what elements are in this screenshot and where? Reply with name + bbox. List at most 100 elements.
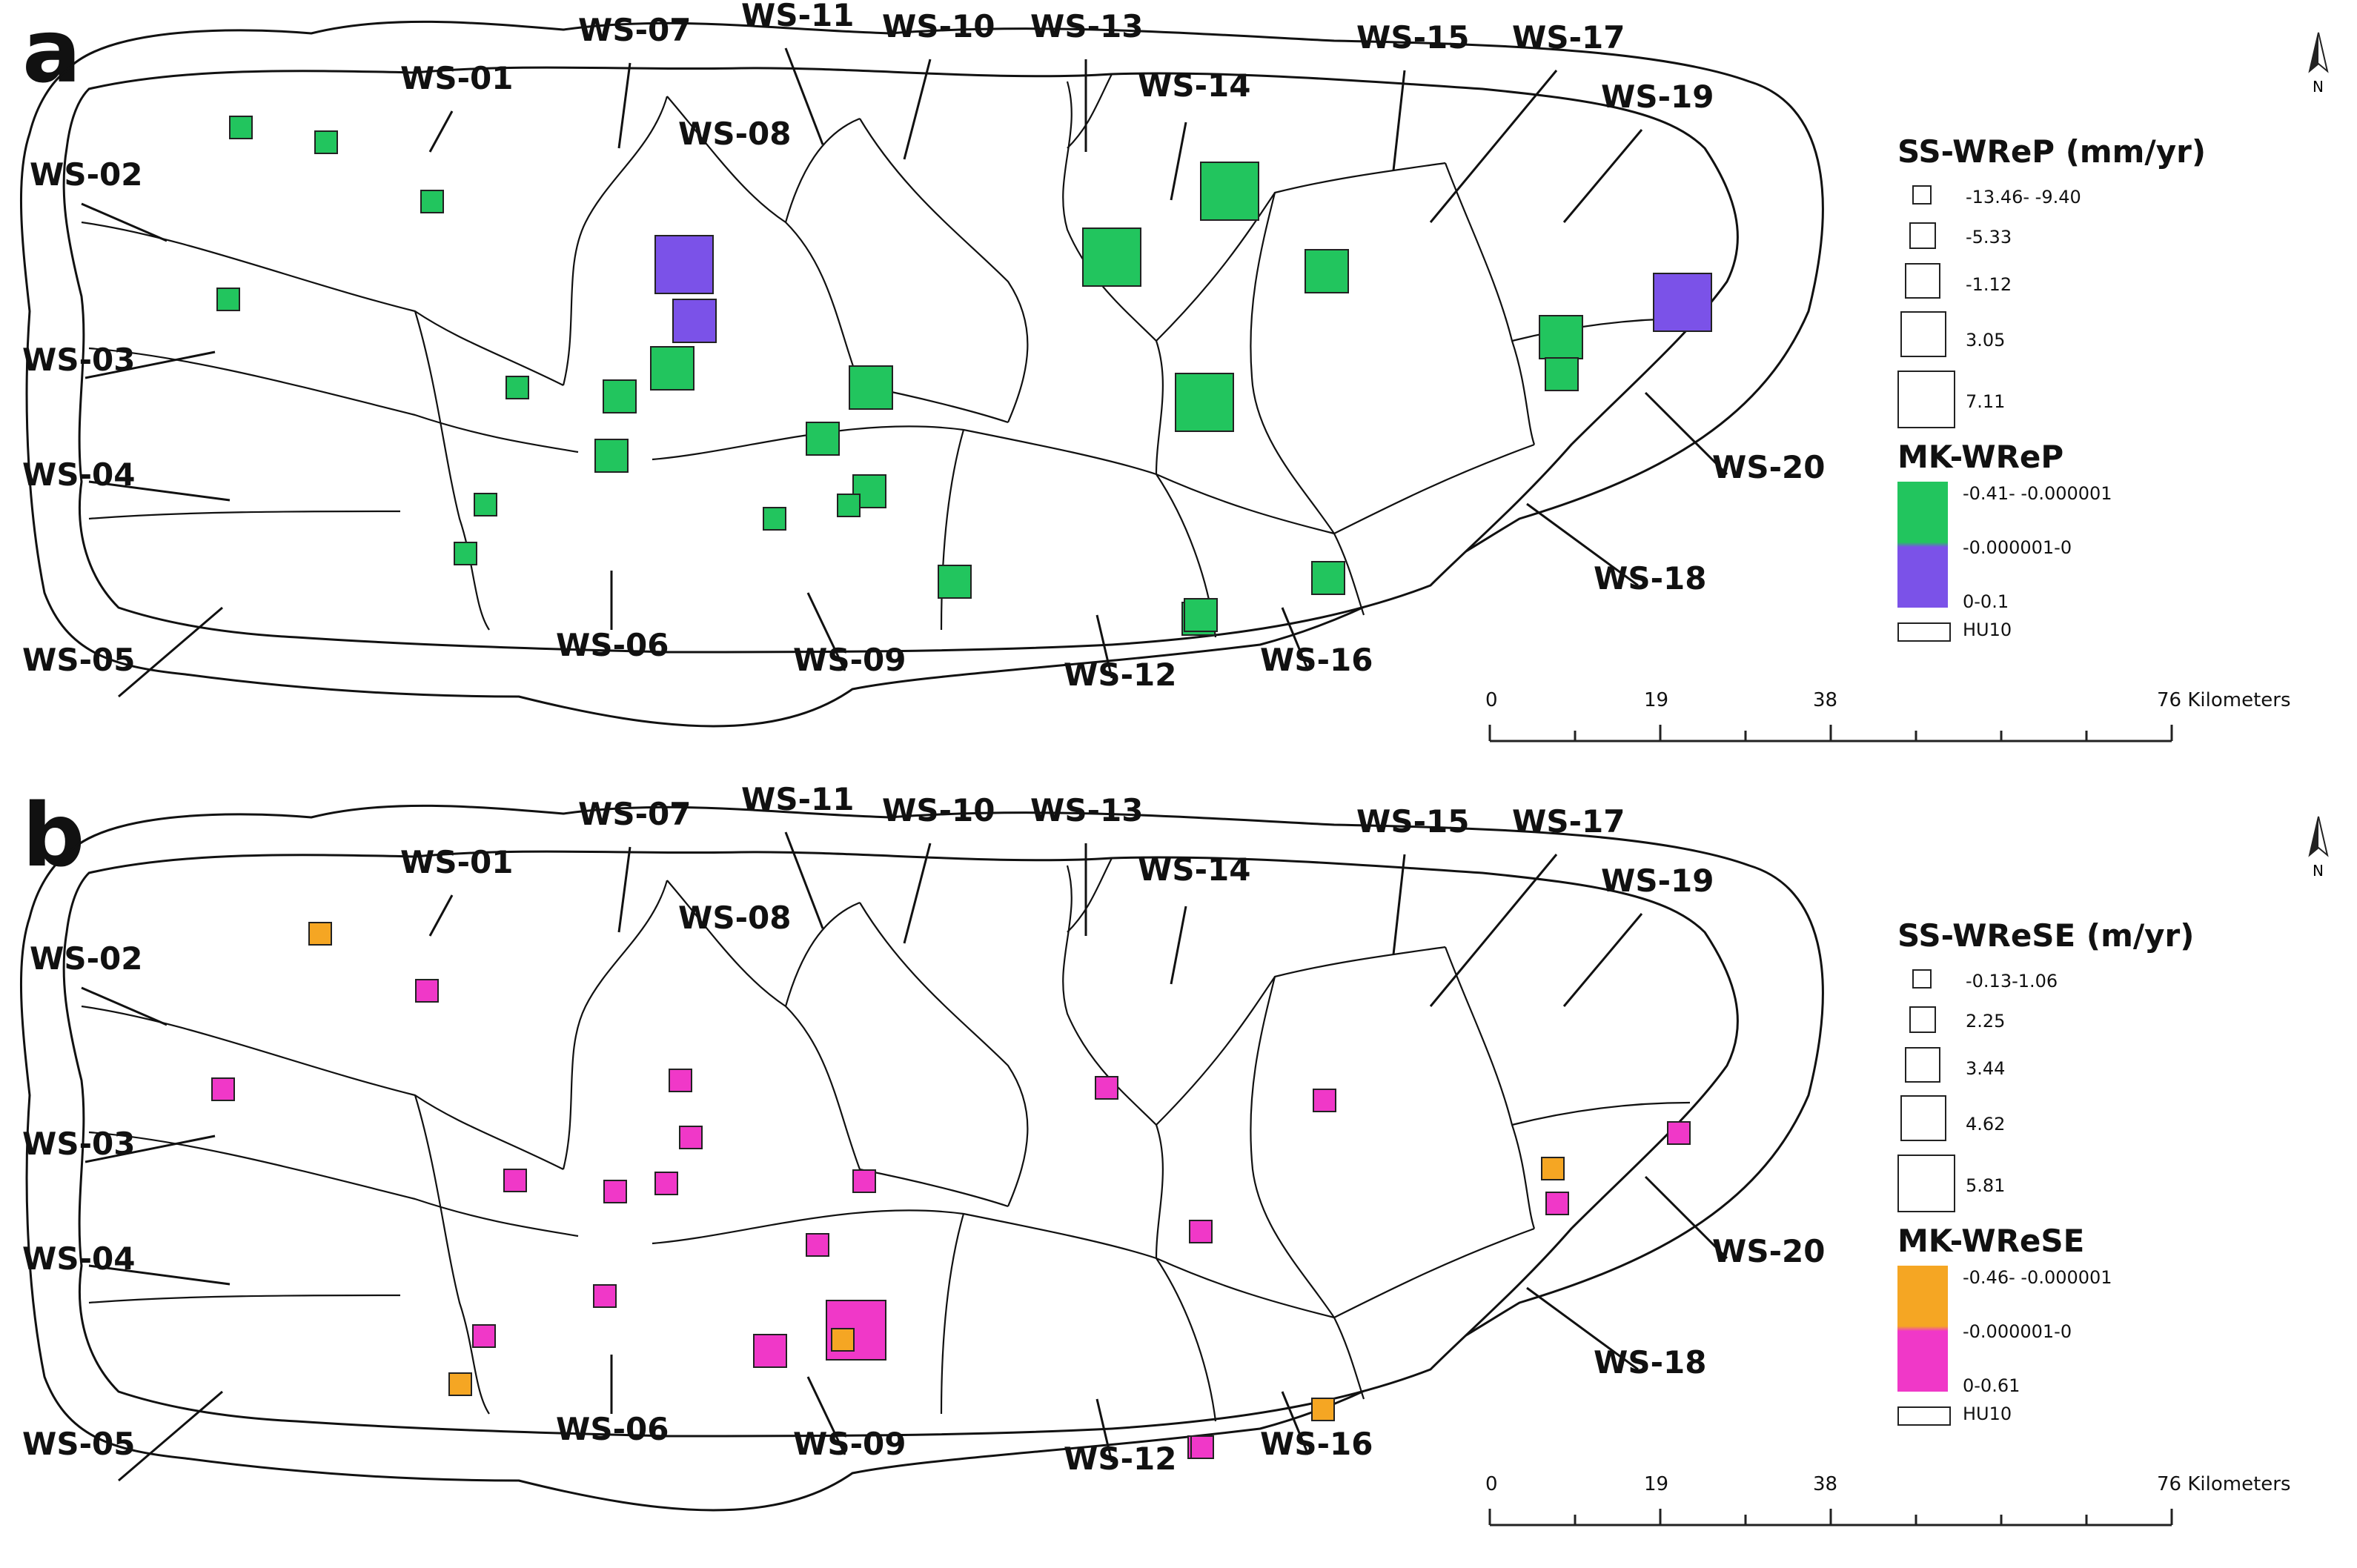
leader-line (1170, 906, 1187, 985)
scale-tick-label: 19 (1644, 689, 1669, 711)
leader-line (1392, 70, 1406, 171)
station-marker (654, 235, 714, 294)
hu10-boundary (88, 1131, 579, 1238)
station-marker (1095, 1076, 1118, 1100)
station-marker (837, 494, 861, 517)
scale-tick-label: 19 (1644, 1473, 1669, 1495)
coastal-buffer (19, 20, 1824, 728)
watershed-label: WS-09 (793, 1426, 906, 1462)
legend: SS-WReP (mm/yr) -13.46- -9.40 -5.33 -1.1… (1897, 133, 2313, 667)
legend-size-label: 3.44 (1966, 1058, 2006, 1079)
station-marker (1200, 162, 1259, 221)
station-marker (849, 365, 893, 410)
leader-line (617, 62, 631, 149)
hu10-boundary (1156, 1258, 1217, 1422)
station-marker (654, 1172, 678, 1195)
station-marker (1545, 357, 1579, 391)
station-marker (308, 922, 332, 946)
watershed-label: WS-14 (1138, 67, 1250, 104)
hu10-boundary (562, 96, 669, 386)
panel-letter: b (22, 784, 85, 886)
legend-size-label: 5.81 (1966, 1175, 2006, 1196)
legend-mk-label: 0-0.61 (1963, 1375, 2020, 1396)
legend-size-symbol (1897, 1155, 1955, 1212)
station-marker (594, 439, 629, 473)
north-label: N (2313, 862, 2324, 880)
hu10-boundary (1062, 865, 1164, 1259)
station-marker (1545, 1192, 1569, 1215)
leader-line (784, 831, 824, 929)
legend-color-ramp (1897, 1266, 1948, 1392)
leader-line (806, 1376, 846, 1455)
watershed-label: WS-05 (22, 642, 135, 678)
hu10-boundary (88, 1294, 401, 1304)
watershed-labels: WS-01 WS-02 WS-03 WS-04 WS-05 WS-06 WS-07 WS-08… (22, 0, 1825, 698)
station-marker (1305, 249, 1349, 293)
hu10-boundary (414, 310, 490, 631)
legend-color-ramp (1897, 482, 1948, 608)
station-marker (1082, 227, 1141, 287)
legend-size-symbol (1912, 185, 1932, 205)
station-marker (1539, 315, 1583, 359)
watershed-label: WS-06 (556, 627, 669, 663)
station-marker (503, 1169, 527, 1192)
scale-tick-label: 76 Kilometers (2157, 689, 2291, 711)
station-marker (753, 1334, 787, 1368)
scale-bar: 0 19 38 76 Kilometers (1482, 1473, 2313, 1540)
watershed-label: WS-16 (1260, 1426, 1373, 1462)
hu10-boundary (940, 429, 965, 631)
watershed-label: WS-10 (882, 792, 995, 828)
watershed-label: WS-07 (578, 796, 691, 832)
watershed-label: WS-03 (22, 342, 135, 378)
leader-line (118, 1390, 223, 1482)
watershed-label: WS-19 (1601, 79, 1714, 115)
legend-size-symbol (1909, 1006, 1936, 1033)
leader-line (1644, 1175, 1728, 1260)
station-marker (1653, 273, 1712, 332)
panel-b: b WS-01 WS-02 WS-03 WS-04 WS-05 WS-06 WS-07 WS-… (0, 784, 2357, 1568)
leader-line (1281, 1391, 1310, 1455)
watershed-label: WS-16 (1260, 642, 1373, 678)
station-marker (415, 979, 439, 1003)
station-marker (420, 190, 444, 213)
watershed-label: WS-01 (400, 844, 513, 880)
scale-tick-label: 38 (1813, 1473, 1838, 1495)
hu10-boundary (562, 880, 669, 1170)
panel-a: a WS-01 WS-02 WS-03 WS-04 WS-05 WS-06 WS-07 WS-… (19, 0, 2329, 743)
legend-size-label: -1.12 (1966, 274, 2012, 295)
watershed-label: WS-14 (1138, 851, 1250, 888)
legend-hu10-symbol (1897, 1406, 1951, 1426)
station-marker (216, 288, 240, 311)
station-marker (229, 116, 253, 139)
panel-letter: a (22, 0, 82, 102)
hu10-boundary (1250, 192, 1365, 616)
watershed-label: WS-18 (1594, 1344, 1706, 1381)
watershed-label: WS-09 (793, 642, 906, 678)
leader-line (1392, 854, 1406, 955)
legend-size-label: -13.46- -9.40 (1966, 187, 2081, 207)
station-marker (603, 1180, 627, 1203)
watershed-label: WS-06 (556, 1411, 669, 1447)
watershed-label: WS-11 (741, 0, 854, 33)
leader-line (617, 846, 631, 933)
hu10-boundary (784, 117, 861, 223)
north-label: N (2313, 78, 2324, 96)
watershed-label: WS-03 (22, 1126, 135, 1162)
legend-size-title: SS-WReP (mm/yr) (1897, 133, 2207, 170)
station-marker (448, 1372, 472, 1396)
station-marker (852, 1169, 876, 1193)
hu10-boundary (859, 1168, 1009, 1208)
leader-line (88, 480, 231, 502)
watershed-labels: WS-01 WS-02 WS-03 WS-04 WS-05 WS-06 WS-07 WS-08… (22, 784, 1825, 1482)
station-marker (1190, 1435, 1214, 1459)
scale-tick-label: 38 (1813, 689, 1838, 711)
leader-line (81, 202, 168, 242)
scale-tick-label: 76 Kilometers (2157, 1473, 2291, 1495)
legend-hu10-symbol (1897, 622, 1951, 642)
hu10-boundary (88, 510, 401, 520)
watershed-label: WS-05 (22, 1426, 135, 1462)
hu10-boundary (652, 1209, 1157, 1260)
leader-line (1562, 129, 1643, 223)
watershed-label: WS-08 (678, 900, 791, 936)
station-marker (1175, 373, 1234, 432)
